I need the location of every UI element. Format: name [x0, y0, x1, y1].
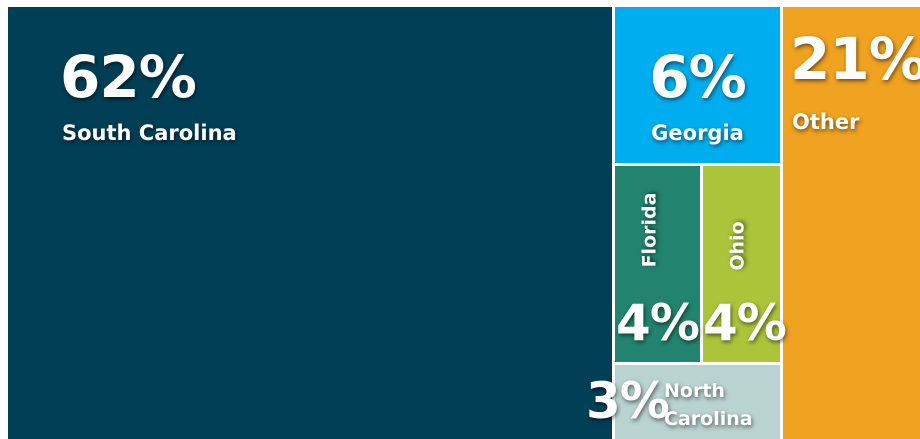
value-label: 4% [616, 294, 700, 352]
value-label: 4% [703, 294, 787, 352]
tile [615, 166, 700, 362]
value-label: 3% [586, 372, 670, 430]
tile [615, 365, 780, 439]
category-label: Other [792, 110, 860, 134]
tile [615, 7, 780, 163]
tile [703, 166, 780, 362]
tile [783, 7, 920, 439]
category-label: Florida [638, 192, 661, 268]
value-label: 62% [60, 43, 197, 111]
category-label: South Carolina [62, 121, 237, 145]
category-label: Georgia [651, 121, 744, 145]
value-label: 6% [649, 43, 746, 111]
tile [8, 7, 612, 439]
value-label: 21% [790, 25, 920, 93]
category-label: North Carolina [664, 380, 753, 430]
category-label: Ohio [726, 221, 749, 271]
